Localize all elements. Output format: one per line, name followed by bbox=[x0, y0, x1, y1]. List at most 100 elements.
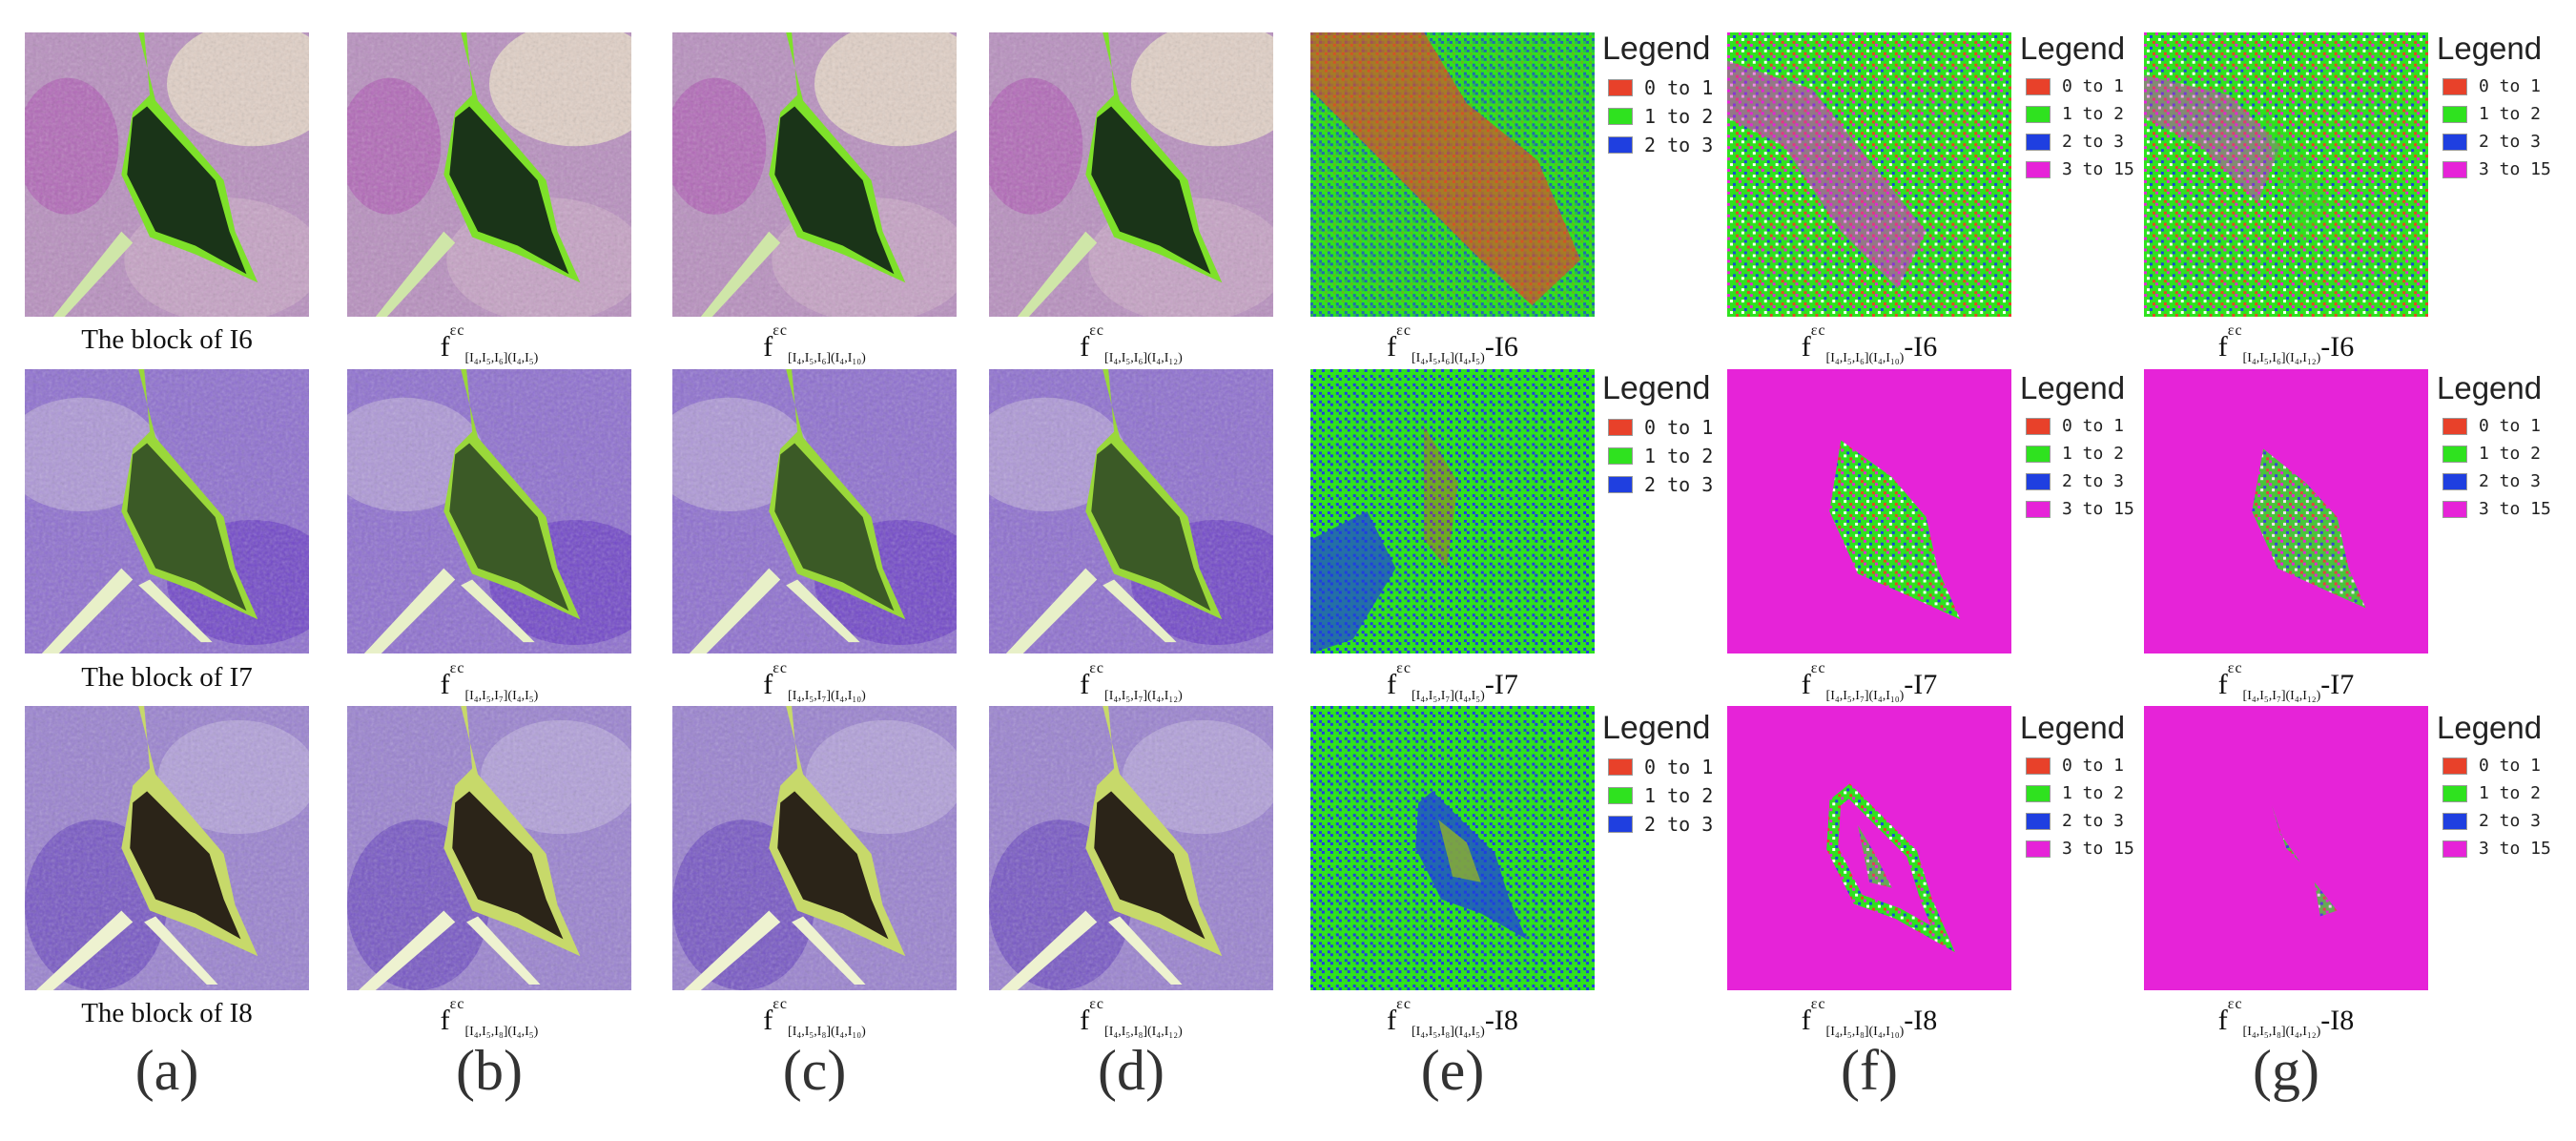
caption-I6-g: fεc[I₄,I₅,I₆](I₄,I₁₂)-I6 bbox=[2217, 322, 2355, 365]
swatch-blue bbox=[2026, 133, 2050, 151]
column-label-d: (d) bbox=[1098, 1039, 1164, 1102]
legend-I7-g: Legend 0 to 1 1 to 2 2 to 3 3 to 15 bbox=[2437, 370, 2576, 523]
caption-I6-f: fεc[I₄,I₅,I₆](I₄,I₁₀)-I6 bbox=[1801, 322, 1938, 365]
legend-entry: 0 to 1 bbox=[2020, 752, 2163, 779]
swatch-magenta bbox=[2442, 500, 2467, 518]
swatch-green bbox=[2442, 105, 2467, 123]
legend-I7-e: Legend 0 to 1 1 to 2 2 to 3 bbox=[1602, 370, 1745, 499]
swatch-green bbox=[2442, 445, 2467, 463]
legend-entry: 0 to 1 bbox=[1602, 753, 1745, 781]
diff-map-I8-f bbox=[1727, 706, 2011, 990]
legend-entry: 1 to 2 bbox=[1602, 781, 1745, 810]
swatch-red bbox=[2026, 417, 2050, 435]
legend-entry: 3 to 15 bbox=[2437, 835, 2576, 862]
caption-I7-b: fεc[I₄,I₅,I₇](I₄,I₅) bbox=[440, 660, 539, 703]
column-label-f: (f) bbox=[1841, 1039, 1898, 1102]
swatch-red bbox=[2442, 417, 2467, 435]
swatch-magenta bbox=[2442, 840, 2467, 858]
diff-map-I8-g bbox=[2144, 706, 2428, 990]
column-label-c: (c) bbox=[782, 1039, 847, 1102]
swatch-magenta bbox=[2026, 160, 2050, 178]
legend-entry: 3 to 15 bbox=[2020, 156, 2163, 183]
swatch-red bbox=[1608, 419, 1633, 436]
swatch-red bbox=[1608, 758, 1633, 776]
legend-entry: 2 to 3 bbox=[1602, 810, 1745, 839]
satellite-image-I7-a bbox=[25, 369, 309, 653]
caption-I8-f: fεc[I₄,I₅,I₈](I₄,I₁₀)-I8 bbox=[1801, 996, 1938, 1039]
swatch-green bbox=[2026, 445, 2050, 463]
diff-map-I7-g bbox=[2144, 369, 2428, 653]
caption-I6-d: fεc[I₄,I₅,I₆](I₄,I₁₂) bbox=[1080, 322, 1183, 365]
legend-entry: 3 to 15 bbox=[2020, 835, 2163, 862]
satellite-image-I8-c bbox=[672, 706, 957, 990]
diff-map-I6-f bbox=[1727, 32, 2011, 317]
legend-entry: 0 to 1 bbox=[2020, 412, 2163, 440]
legend-entry: 1 to 2 bbox=[2020, 779, 2163, 807]
diff-map-I6-g bbox=[2144, 32, 2428, 317]
legend-title: Legend bbox=[2020, 370, 2126, 405]
legend-title: Legend bbox=[1602, 710, 1711, 746]
swatch-blue bbox=[2442, 812, 2467, 830]
swatch-green bbox=[2026, 105, 2050, 123]
legend-title: Legend bbox=[2437, 370, 2543, 405]
caption-I7-f: fεc[I₄,I₅,I₇](I₄,I₁₀)-I7 bbox=[1801, 660, 1938, 703]
diff-map-I7-e bbox=[1310, 369, 1595, 653]
satellite-image-I6-d bbox=[989, 32, 1273, 317]
legend-title: Legend bbox=[1602, 370, 1711, 406]
satellite-image-I8-a bbox=[25, 706, 309, 990]
legend-entry: 1 to 2 bbox=[2020, 100, 2163, 128]
column-label-b: (b) bbox=[456, 1039, 523, 1102]
legend-entry: 0 to 1 bbox=[2437, 412, 2576, 440]
swatch-green bbox=[1608, 108, 1633, 125]
legend-title: Legend bbox=[2020, 31, 2126, 66]
swatch-blue bbox=[2442, 133, 2467, 151]
swatch-red bbox=[2442, 757, 2467, 775]
diff-map-I8-e bbox=[1310, 706, 1595, 990]
satellite-image-I7-d bbox=[989, 369, 1273, 653]
caption-I8-d: fεc[I₄,I₅,I₈](I₄,I₁₂) bbox=[1080, 996, 1183, 1039]
caption-block-I7: The block of I7 bbox=[81, 662, 253, 693]
legend-entry: 3 to 15 bbox=[2020, 495, 2163, 523]
caption-block-I8: The block of I8 bbox=[81, 998, 253, 1028]
caption-I8-g: fεc[I₄,I₅,I₈](I₄,I₁₂)-I8 bbox=[2217, 996, 2355, 1039]
legend-entry: 1 to 2 bbox=[2020, 440, 2163, 467]
legend-entry: 0 to 1 bbox=[1602, 73, 1745, 102]
caption-I6-b: fεc[I₄,I₅,I₆](I₄,I₅) bbox=[440, 322, 539, 365]
legend-entry: 2 to 3 bbox=[2437, 467, 2576, 495]
satellite-image-I8-b bbox=[347, 706, 631, 990]
legend-I8-f: Legend 0 to 1 1 to 2 2 to 3 3 to 15 bbox=[2020, 710, 2163, 862]
swatch-blue bbox=[1608, 476, 1633, 493]
satellite-image-I6-a bbox=[25, 32, 309, 317]
column-label-g: (g) bbox=[2253, 1039, 2319, 1102]
swatch-green bbox=[2442, 784, 2467, 802]
swatch-blue bbox=[2026, 812, 2050, 830]
column-label-e: (e) bbox=[1420, 1039, 1485, 1102]
legend-entry: 2 to 3 bbox=[1602, 470, 1745, 499]
diff-map-I7-f bbox=[1727, 369, 2011, 653]
legend-entry: 0 to 1 bbox=[1602, 413, 1745, 442]
legend-entry: 1 to 2 bbox=[1602, 102, 1745, 131]
legend-title: Legend bbox=[2437, 710, 2543, 745]
caption-I6-e: fεc[I₄,I₅,I₆](I₄,I₅)-I6 bbox=[1387, 322, 1518, 365]
satellite-image-I7-b bbox=[347, 369, 631, 653]
swatch-blue bbox=[2026, 472, 2050, 490]
swatch-magenta bbox=[2026, 840, 2050, 858]
legend-I8-e: Legend 0 to 1 1 to 2 2 to 3 bbox=[1602, 710, 1745, 839]
caption-I8-c: fεc[I₄,I₅,I₈](I₄,I₁₀) bbox=[763, 996, 866, 1039]
legend-entry: 1 to 2 bbox=[2437, 100, 2576, 128]
legend-entry: 1 to 2 bbox=[2437, 440, 2576, 467]
swatch-green bbox=[1608, 447, 1633, 465]
caption-I6-c: fεc[I₄,I₅,I₆](I₄,I₁₀) bbox=[763, 322, 866, 365]
swatch-blue bbox=[1608, 816, 1633, 833]
swatch-red bbox=[2026, 77, 2050, 95]
column-label-a: (a) bbox=[134, 1039, 199, 1102]
caption-I8-e: fεc[I₄,I₅,I₈](I₄,I₅)-I8 bbox=[1387, 996, 1518, 1039]
diff-map-I6-e bbox=[1310, 32, 1595, 317]
legend-I7-f: Legend 0 to 1 1 to 2 2 to 3 3 to 15 bbox=[2020, 370, 2163, 523]
legend-I8-g: Legend 0 to 1 1 to 2 2 to 3 3 to 15 bbox=[2437, 710, 2576, 862]
swatch-blue bbox=[1608, 136, 1633, 154]
legend-entry: 3 to 15 bbox=[2437, 156, 2576, 183]
swatch-magenta bbox=[2442, 160, 2467, 178]
legend-entry: 3 to 15 bbox=[2437, 495, 2576, 523]
legend-entry: 2 to 3 bbox=[2020, 807, 2163, 835]
